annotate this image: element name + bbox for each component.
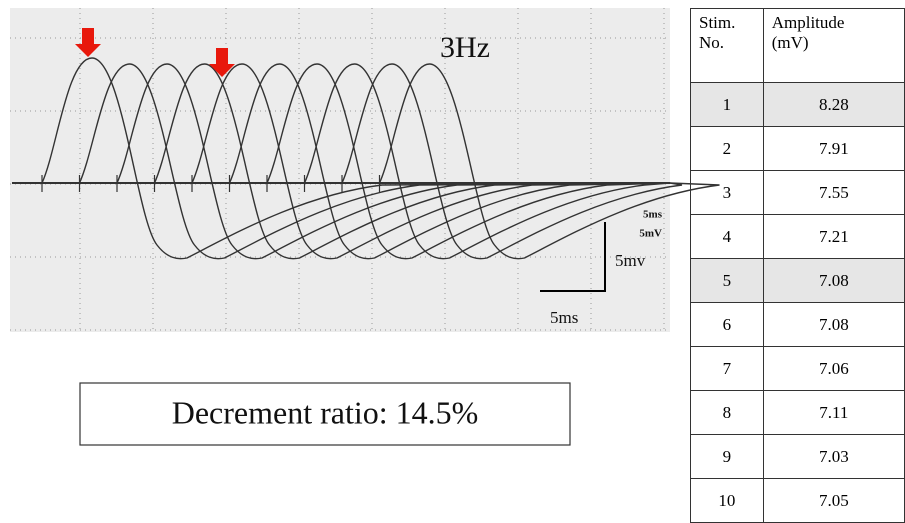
table-cell: 7.03 [763, 435, 904, 479]
table-cell: 7.05 [763, 479, 904, 523]
table-cell: 6 [691, 303, 764, 347]
scope-time: 5ms [643, 209, 663, 221]
table-cell: 7.06 [763, 347, 904, 391]
table-cell: 2 [691, 127, 764, 171]
table-cell: 7.91 [763, 127, 904, 171]
header-row: Stim.No.Amplitude(mV) [691, 9, 905, 83]
table-cell: 8 [691, 391, 764, 435]
scope-volt: 5mV [639, 228, 662, 240]
scale-volt: 5mv [615, 251, 646, 270]
scope-screen [10, 8, 670, 332]
table-cell: 8.28 [763, 83, 904, 127]
table-cell: 7.21 [763, 215, 904, 259]
table-cell: 1 [691, 83, 764, 127]
table-cell: 7.11 [763, 391, 904, 435]
table-cell: 7.08 [763, 303, 904, 347]
table-cell: 7.55 [763, 171, 904, 215]
decrement-text: Decrement ratio: 14.5% [172, 394, 479, 430]
table-cell: 9 [691, 435, 764, 479]
page: 3Hz 5ms 5mV 5mv 5ms Decrement ratio: 14.… [0, 0, 905, 494]
table-cell: 10 [691, 479, 764, 523]
table-cell: 4 [691, 215, 764, 259]
scale-time: 5ms [550, 308, 578, 327]
header-text: Stim. [699, 13, 755, 33]
table-cell: 7 [691, 347, 764, 391]
header-cell: Amplitude(mV) [763, 9, 904, 83]
table-cell: 7.08 [763, 259, 904, 303]
header-text: No. [699, 33, 755, 53]
header-text: Amplitude [772, 13, 896, 33]
header-cell: Stim.No. [691, 9, 764, 83]
table-cell: 3 [691, 171, 764, 215]
frequency-label: 3Hz [440, 31, 490, 64]
table-cell: 5 [691, 259, 764, 303]
header-text: (mV) [772, 33, 896, 53]
